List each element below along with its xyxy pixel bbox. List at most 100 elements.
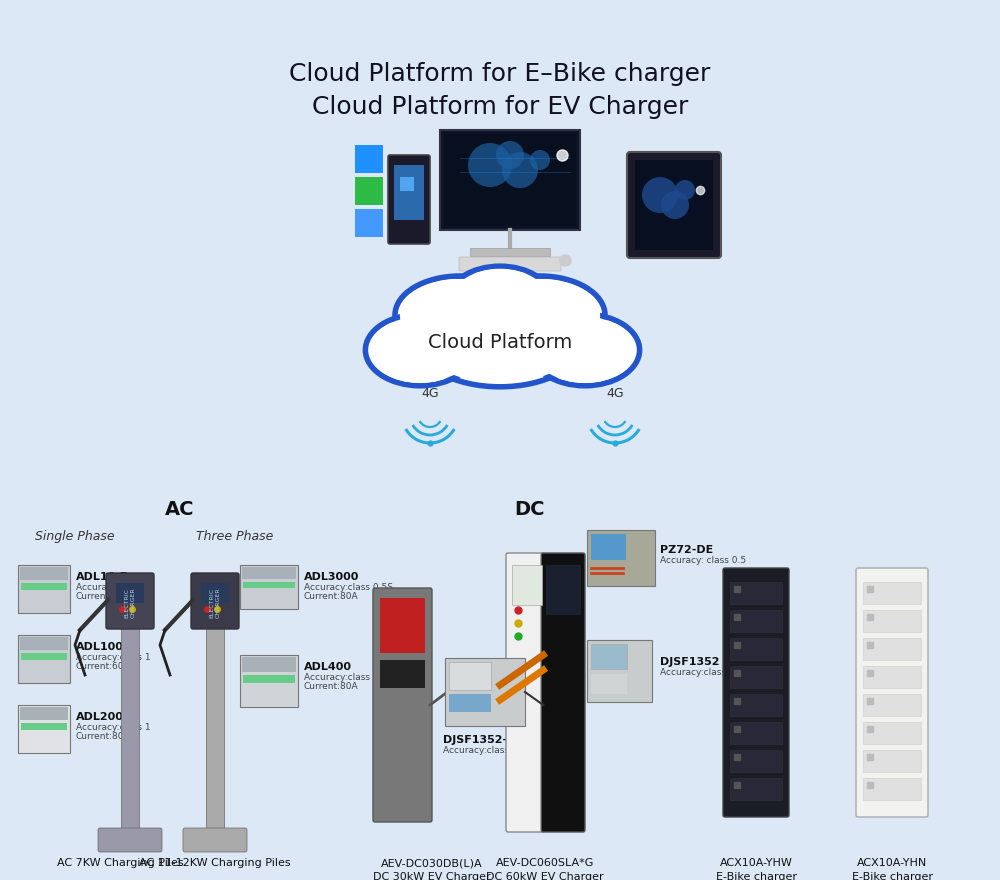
Ellipse shape [448, 266, 552, 334]
Bar [512, 565, 542, 605]
Bar [587, 530, 655, 586]
Text: E-Bike charger: E-Bike charger [716, 872, 796, 880]
Text: AEV-DC060SLA*G: AEV-DC060SLA*G [496, 858, 594, 868]
Bar [20, 707, 68, 721]
Text: ADL200: ADL200 [76, 712, 124, 722]
Text: Current:80A: Current:80A [76, 732, 131, 741]
Bar [242, 567, 296, 579]
Bar [116, 583, 144, 603]
Bar [730, 582, 782, 604]
Text: DJSF1352: DJSF1352 [660, 657, 720, 667]
Text: Accuracy:class 1: Accuracy:class 1 [76, 583, 151, 592]
Bar [21, 653, 67, 660]
Text: DJSF1352–RN: DJSF1352–RN [443, 735, 526, 745]
Ellipse shape [452, 268, 548, 331]
Bar [863, 722, 921, 744]
Bar [863, 582, 921, 604]
Text: Cloud Platform: Cloud Platform [428, 333, 572, 351]
Bar [206, 625, 224, 830]
FancyBboxPatch shape [373, 588, 432, 822]
Text: ADL10-E: ADL10-E [76, 572, 128, 582]
Text: AC 7KW Charging Piles: AC 7KW Charging Piles [57, 858, 183, 868]
Text: ELECTRIC
CHARGER: ELECTRIC CHARGER [125, 588, 135, 619]
Ellipse shape [365, 314, 475, 385]
Text: Accuracy:class 0.5S: Accuracy:class 0.5S [304, 673, 393, 682]
Text: Single Phase: Single Phase [35, 530, 115, 543]
FancyBboxPatch shape [459, 257, 561, 271]
Text: AC 11-12KW Charging Piles: AC 11-12KW Charging Piles [139, 858, 291, 868]
Ellipse shape [480, 279, 600, 351]
Bar [21, 583, 67, 590]
Bar [380, 598, 425, 653]
Bar [470, 248, 550, 256]
Bar [591, 674, 627, 694]
Text: DC 30kW EV Charger: DC 30kW EV Charger [373, 872, 491, 880]
Bar [730, 666, 782, 688]
Bar [635, 160, 713, 250]
Text: ADL400: ADL400 [304, 662, 352, 672]
FancyBboxPatch shape [506, 553, 544, 832]
Circle shape [642, 177, 678, 213]
Bar [445, 658, 525, 726]
Ellipse shape [422, 297, 578, 384]
Text: Accuracy: class 0.5: Accuracy: class 0.5 [660, 556, 746, 565]
Text: Current:80A: Current:80A [304, 592, 359, 601]
Bar [863, 638, 921, 660]
Text: ACX10A-YHN: ACX10A-YHN [857, 858, 927, 868]
Bar [355, 209, 383, 237]
Bar [240, 655, 298, 707]
Text: Three Phase: Three Phase [196, 530, 274, 543]
Bar [730, 722, 782, 744]
Bar [20, 637, 68, 650]
Bar [240, 565, 298, 609]
Text: Cloud Platform for E–Bike charger: Cloud Platform for E–Bike charger [289, 62, 711, 86]
FancyBboxPatch shape [627, 152, 721, 258]
Ellipse shape [534, 317, 636, 383]
Text: Current:80A: Current:80A [304, 682, 359, 691]
Bar [243, 675, 295, 683]
Bar [449, 694, 491, 712]
FancyBboxPatch shape [723, 568, 789, 817]
Bar [20, 567, 68, 581]
Bar [730, 750, 782, 772]
Bar [449, 662, 491, 690]
Ellipse shape [475, 276, 605, 354]
FancyBboxPatch shape [98, 828, 162, 852]
Bar [394, 165, 424, 220]
Bar [400, 177, 414, 191]
Bar [730, 778, 782, 800]
Circle shape [496, 141, 524, 169]
Ellipse shape [369, 317, 471, 383]
Text: 4G: 4G [421, 387, 439, 400]
Bar [18, 635, 70, 683]
Text: Accuracy:class 1: Accuracy:class 1 [660, 668, 735, 677]
Bar [730, 694, 782, 716]
Text: AC: AC [165, 500, 195, 519]
Text: 4G: 4G [606, 387, 624, 400]
Text: Accuracy:class 1: Accuracy:class 1 [443, 746, 518, 755]
Bar [380, 660, 425, 688]
Bar [863, 750, 921, 772]
FancyBboxPatch shape [388, 155, 430, 244]
Bar [591, 534, 626, 560]
Text: DC 60kW EV Charger: DC 60kW EV Charger [486, 872, 604, 880]
Bar [121, 625, 139, 830]
Text: ACX10A-YHW: ACX10A-YHW [720, 858, 792, 868]
Bar [355, 145, 383, 173]
FancyBboxPatch shape [183, 828, 247, 852]
Bar [591, 644, 627, 669]
Circle shape [530, 150, 550, 170]
Bar [18, 705, 70, 753]
FancyBboxPatch shape [106, 573, 154, 629]
Text: AEV-DC030DB(L)A: AEV-DC030DB(L)A [381, 858, 483, 868]
Bar [730, 638, 782, 660]
Bar [863, 666, 921, 688]
Bar [863, 610, 921, 632]
Text: Cloud Platform for EV Charger: Cloud Platform for EV Charger [312, 95, 688, 119]
Text: Accuracy:class 0.5S: Accuracy:class 0.5S [304, 583, 393, 592]
Bar [201, 583, 229, 603]
Ellipse shape [416, 293, 584, 387]
Bar [546, 565, 581, 615]
Bar [587, 640, 652, 702]
Bar [863, 694, 921, 716]
